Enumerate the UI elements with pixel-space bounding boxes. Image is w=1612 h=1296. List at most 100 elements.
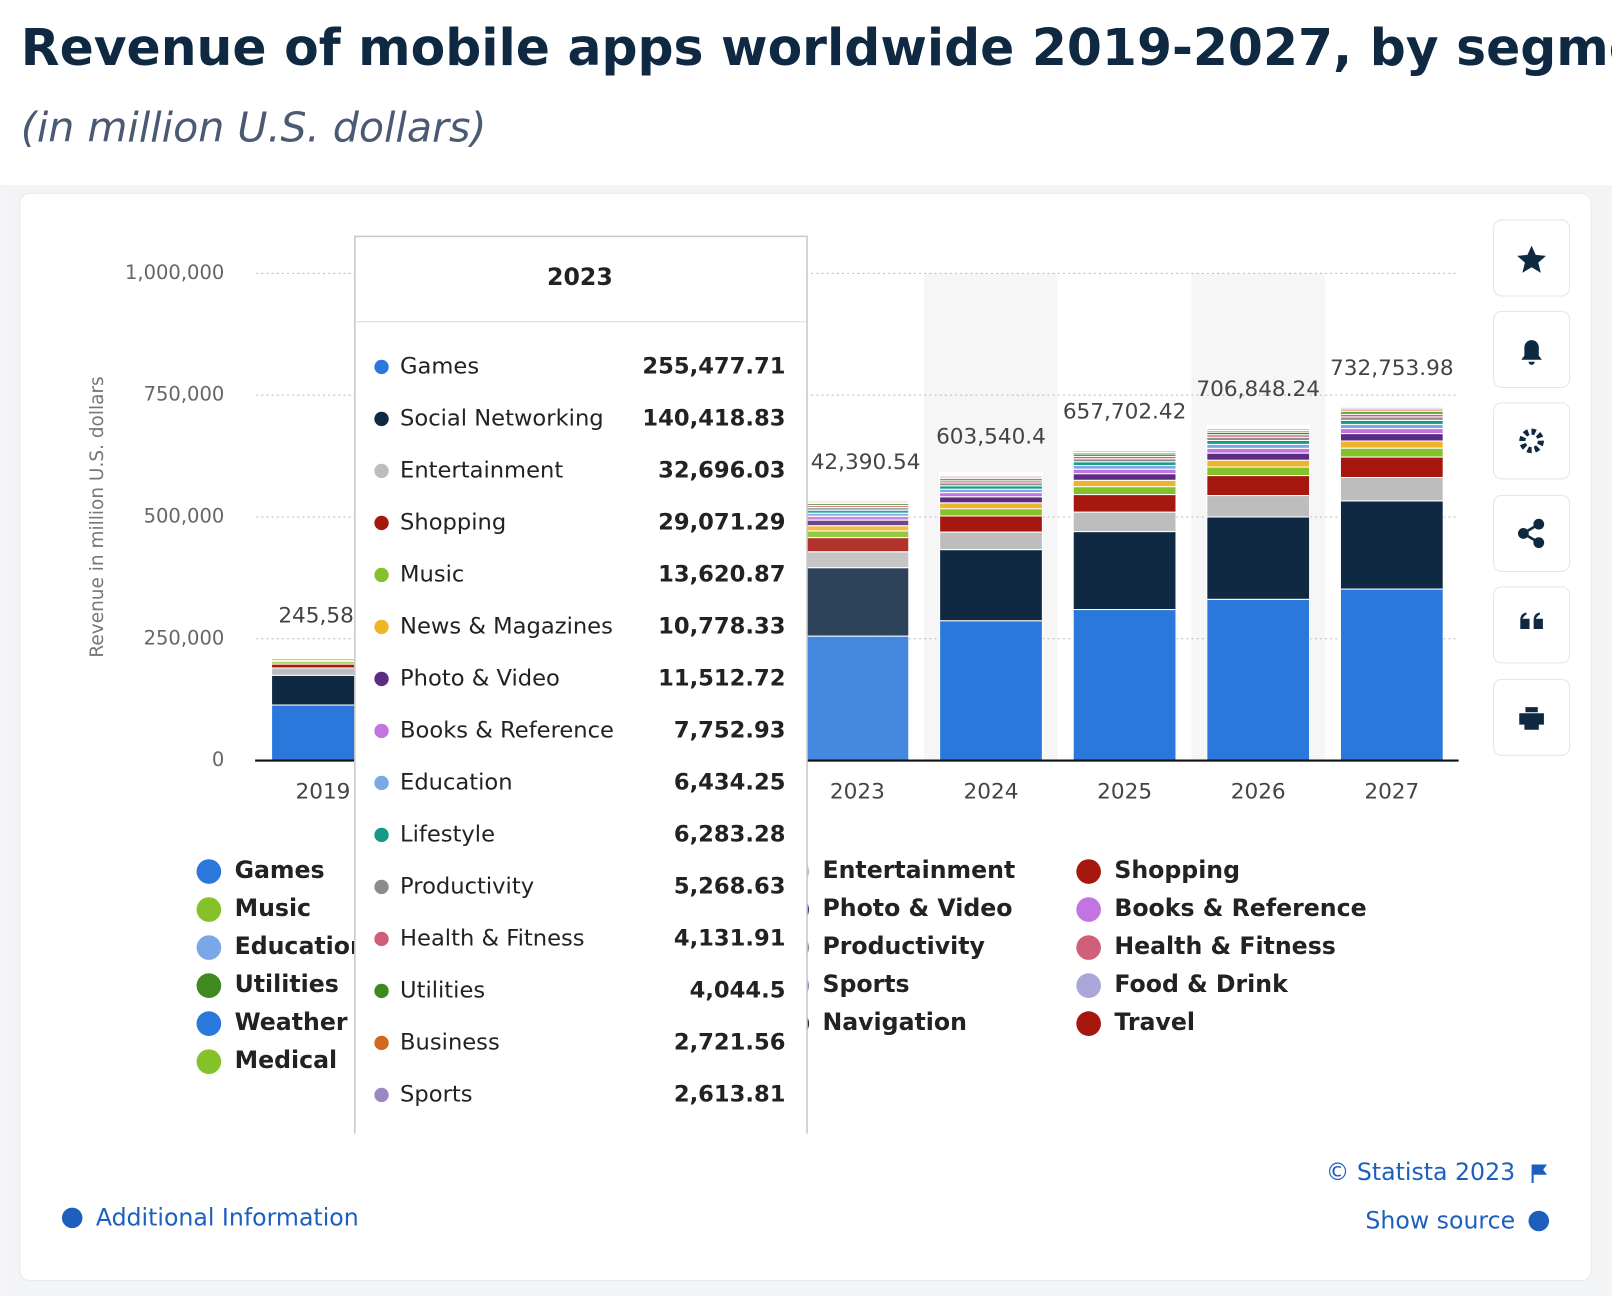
bar-segment <box>939 502 1043 510</box>
tooltip-name: Books & Reference <box>400 717 614 743</box>
bar-segment <box>1339 588 1444 762</box>
bar-segment <box>1339 456 1444 479</box>
share-button[interactable] <box>1493 494 1571 572</box>
tooltip-swatch <box>374 411 389 427</box>
bar-segment <box>1206 439 1311 445</box>
tooltip-swatch <box>374 1035 389 1051</box>
x-tick-label: 2026 <box>1231 779 1286 804</box>
cite-button[interactable] <box>1493 586 1571 664</box>
bar-segment <box>939 531 1043 551</box>
legend-label: Sports <box>822 970 909 998</box>
tooltip-name: Health & Fitness <box>400 925 585 951</box>
tooltip-value: 6,283.28 <box>674 821 786 847</box>
bar-segment <box>1206 598 1311 762</box>
bar-segment <box>1339 433 1444 442</box>
legend-label: Travel <box>1114 1008 1195 1036</box>
bar-segment <box>1206 466 1311 477</box>
tooltip-title: 2023 <box>547 263 613 291</box>
y-tick-label: 250,000 <box>144 626 225 649</box>
legend-swatch <box>196 973 222 998</box>
tooltip-swatch <box>374 567 389 583</box>
tooltip-swatch <box>374 1087 389 1103</box>
tooltip-swatch <box>374 619 389 635</box>
legend-label: Entertainment <box>822 856 1015 884</box>
bar-segment <box>1072 473 1177 481</box>
bar-segment <box>1206 424 1311 427</box>
tooltip-value: 10,778.33 <box>658 613 785 639</box>
bar-segment <box>939 620 1043 762</box>
total-label: 603,540.4 <box>936 424 1046 449</box>
bar-segment <box>1206 447 1311 454</box>
total-label: 706,848.24 <box>1196 377 1320 402</box>
tooltip-value: 4,131.91 <box>674 925 786 951</box>
tooltip-swatch <box>374 359 389 375</box>
legend-label: Navigation <box>822 1008 967 1036</box>
tooltip-value: 2,613.81 <box>674 1081 786 1107</box>
bar-segment <box>939 492 1043 498</box>
tooltip-name: Photo & Video <box>400 665 560 691</box>
bar-segment <box>1072 486 1177 496</box>
tooltip-name: News & Magazines <box>400 613 613 639</box>
tooltip-swatch <box>374 671 389 687</box>
legend-swatch <box>1076 897 1101 922</box>
tooltip-value: 4,044.5 <box>690 977 786 1003</box>
tooltip-name: Social Networking <box>400 405 604 431</box>
tooltip-name: Shopping <box>400 509 506 535</box>
chart-title: Revenue of mobile apps worldwide 2019-20… <box>21 18 1612 77</box>
share-icon <box>1517 518 1545 549</box>
tooltip-box <box>354 235 808 1163</box>
tooltip-name: Utilities <box>400 977 485 1003</box>
bar-segment <box>1339 403 1444 406</box>
bar-segment <box>805 515 910 521</box>
bar-segment <box>1339 428 1444 435</box>
bar-segment <box>1206 475 1311 497</box>
y-axis-label: Revenue in million U.S. dollars <box>87 376 108 657</box>
copyright[interactable]: © Statista 2023 <box>1326 1158 1515 1186</box>
info-icon <box>61 1207 83 1229</box>
legend-swatch <box>1076 859 1101 884</box>
tooltip-value: 140,418.83 <box>642 405 785 431</box>
tooltip-value: 13,620.87 <box>658 561 785 587</box>
tooltip-name: Education <box>400 769 513 795</box>
tooltip-cut <box>349 1133 813 1175</box>
legend-swatch <box>196 859 222 884</box>
x-tick-label: 2024 <box>964 779 1019 804</box>
tooltip-value: 32,696.03 <box>658 457 785 483</box>
bar-segment <box>1339 500 1444 590</box>
legend-label: Photo & Video <box>822 894 1012 922</box>
tooltip-value: 11,512.72 <box>658 665 785 691</box>
bar-segment <box>1206 516 1311 600</box>
total-label: 245,580 <box>278 603 367 628</box>
bar-segment <box>805 537 910 553</box>
settings-button[interactable] <box>1493 402 1571 480</box>
chart-subtitle: (in million U.S. dollars) <box>21 104 487 152</box>
bar-segment <box>1206 459 1311 468</box>
legend-label: Shopping <box>1114 856 1240 884</box>
show-source-link[interactable]: Show source <box>1365 1207 1515 1235</box>
x-tick-label: 2025 <box>1097 779 1152 804</box>
tooltip-value: 2,721.56 <box>674 1029 786 1055</box>
bar-segment <box>1339 423 1444 430</box>
bar-segment <box>805 525 910 532</box>
bar-segment <box>1339 447 1444 458</box>
tooltip-value: 7,752.93 <box>674 717 786 743</box>
bar-segment <box>1206 495 1311 518</box>
header-background <box>0 0 1612 185</box>
y-tick-label: 500,000 <box>144 504 225 527</box>
tooltip-swatch <box>374 983 389 999</box>
legend-label: Weather <box>235 1008 348 1036</box>
total-label: 42,390.54 <box>811 450 921 475</box>
x-tick-label: 2019 <box>295 779 350 804</box>
bar-segment <box>939 549 1043 622</box>
x-tick-label: 2023 <box>830 779 885 804</box>
bar-segment <box>939 508 1043 517</box>
legend-label: Music <box>235 894 312 922</box>
flag-icon <box>1531 1164 1548 1183</box>
legend-swatch <box>1076 973 1101 998</box>
tooltip-name: Entertainment <box>400 457 563 483</box>
tooltip-name: Games <box>400 353 479 379</box>
bar-segment <box>805 519 910 527</box>
additional-info-link[interactable]: Additional Information <box>96 1203 359 1231</box>
